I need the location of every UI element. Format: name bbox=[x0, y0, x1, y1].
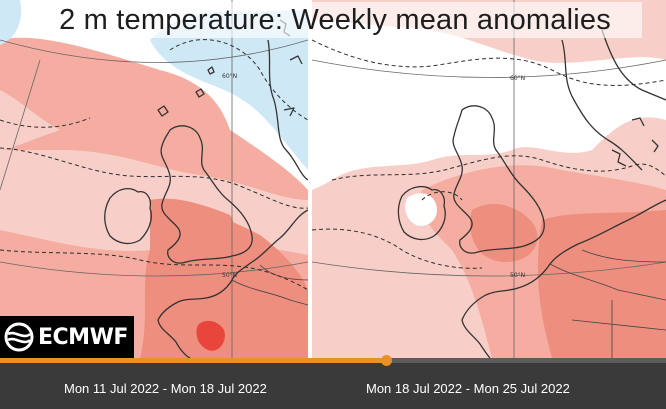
contour-line-3 bbox=[312, 191, 483, 269]
timeline-track[interactable] bbox=[0, 355, 666, 366]
anomaly-map-week-1[interactable]: 60°N 50°N bbox=[0, 0, 308, 358]
ecmwf-logo: ECMWF bbox=[0, 316, 134, 358]
cool-corner bbox=[0, 0, 22, 45]
timeline-handle[interactable] bbox=[381, 355, 392, 366]
light-warm-west bbox=[0, 90, 60, 150]
ecmwf-swirl-icon bbox=[4, 322, 34, 352]
coast-scottish-islands bbox=[157, 66, 215, 117]
coast-continent bbox=[461, 199, 666, 358]
contour-line-3 bbox=[0, 249, 308, 291]
panel-divider bbox=[308, 0, 312, 358]
parallel-50n bbox=[0, 261, 308, 277]
contour-line-1 bbox=[0, 147, 308, 209]
timeline-progress bbox=[0, 358, 386, 363]
coast-great-britain bbox=[452, 105, 545, 254]
grid-label-60n: 60°N bbox=[222, 73, 237, 80]
national-borders bbox=[549, 249, 666, 358]
parallel-60n bbox=[312, 59, 666, 78]
coast-ireland bbox=[104, 187, 152, 245]
map-week-2-svg: 60°N 50°N bbox=[312, 0, 666, 358]
coast-denmark bbox=[611, 117, 659, 167]
coast-norway bbox=[267, 39, 308, 181]
contour-line-2 bbox=[0, 39, 308, 128]
grid-label-60n: 60°N bbox=[510, 75, 525, 82]
logo-text: ECMWF bbox=[38, 324, 128, 350]
neutral-ireland bbox=[405, 193, 438, 226]
warm-anomaly-england bbox=[469, 203, 538, 263]
page-title: 2 m temperature: Weekly mean anomalies bbox=[59, 4, 611, 36]
coast-ireland bbox=[397, 185, 446, 241]
contour-line-1 bbox=[331, 155, 666, 181]
week-label-2[interactable]: Mon 18 Jul 2022 - Mon 25 Jul 2022 bbox=[366, 381, 570, 396]
title-bar: 2 m temperature: Weekly mean anomalies bbox=[28, 2, 642, 38]
coast-continent bbox=[157, 209, 308, 358]
grid-label-50n: 50°N bbox=[510, 272, 525, 279]
meridian-west bbox=[0, 59, 41, 191]
parallel-50n bbox=[312, 261, 666, 277]
hot-spot bbox=[196, 320, 225, 351]
contour-line-2 bbox=[312, 39, 666, 86]
coast-great-britain bbox=[160, 125, 253, 264]
grid-label-50n: 50°N bbox=[222, 272, 237, 279]
anomaly-map-week-2[interactable]: 60°N 50°N bbox=[312, 0, 666, 358]
coast-scandinavia bbox=[561, 29, 666, 171]
week-label-1[interactable]: Mon 11 Jul 2022 - Mon 18 Jul 2022 bbox=[64, 381, 267, 396]
timeline-bar: Mon 11 Jul 2022 - Mon 18 Jul 2022 Mon 18… bbox=[0, 355, 666, 409]
map-week-1-svg: 60°N 50°N bbox=[0, 0, 308, 358]
